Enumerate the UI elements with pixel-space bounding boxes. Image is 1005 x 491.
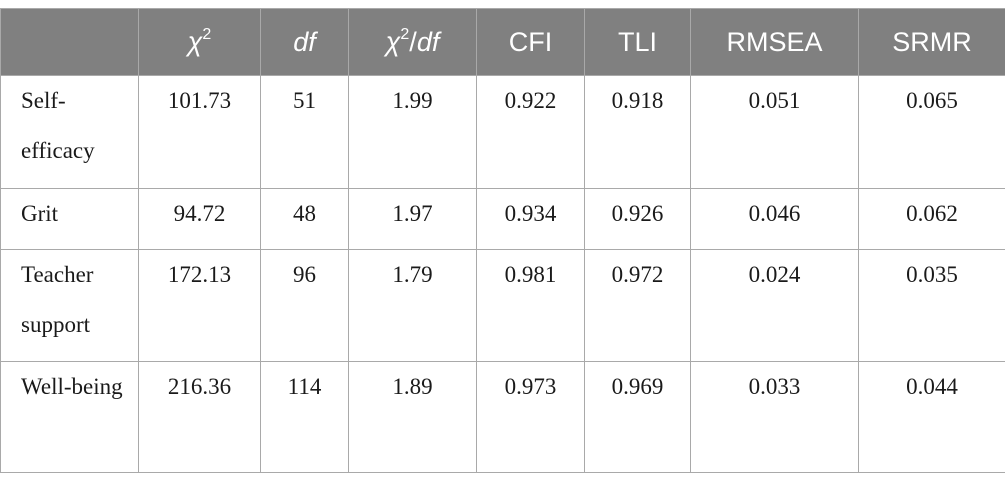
table-row: Self-efficacy 101.73 51 1.99 0.922 0.918 0.051… bbox=[0, 75, 1005, 189]
header-row: χ2 df χ2/df CFI TLI RMSEA SRMR bbox=[0, 8, 1005, 76]
table-cell: 0.035 bbox=[858, 249, 1005, 362]
row-label: Self-efficacy bbox=[0, 75, 139, 189]
table-cell: 0.044 bbox=[858, 361, 1005, 473]
table-cell: 0.046 bbox=[690, 188, 859, 250]
table-cell: 0.926 bbox=[584, 188, 691, 250]
table-cell: 1.97 bbox=[348, 188, 477, 250]
header-text: χ bbox=[187, 26, 203, 57]
header-text: TLI bbox=[617, 26, 657, 57]
header-cell: RMSEA bbox=[690, 8, 859, 76]
header-text: χ bbox=[385, 26, 401, 57]
table-cell: 172.13 bbox=[138, 249, 261, 362]
fit-table: χ2 df χ2/df CFI TLI RMSEA SRMR Self-effi… bbox=[0, 8, 1005, 473]
row-label: Well-being bbox=[0, 361, 139, 473]
table-cell: 0.033 bbox=[690, 361, 859, 473]
header-text: df bbox=[293, 26, 316, 57]
table-cell: 101.73 bbox=[138, 75, 261, 189]
table-cell: 1.99 bbox=[348, 75, 477, 189]
table-cell: 94.72 bbox=[138, 188, 261, 250]
row-label: Grit bbox=[0, 188, 139, 250]
table-cell: 0.969 bbox=[584, 361, 691, 473]
header-cell bbox=[0, 8, 139, 76]
header-cell: χ2 bbox=[138, 8, 261, 76]
header-cell: χ2/df bbox=[348, 8, 477, 76]
header-text: df bbox=[416, 26, 440, 57]
header-cell: CFI bbox=[476, 8, 585, 76]
table-cell: 0.051 bbox=[690, 75, 859, 189]
table-cell: 0.922 bbox=[476, 75, 585, 189]
header-superscript: 2 bbox=[202, 25, 212, 43]
table-cell: 0.065 bbox=[858, 75, 1005, 189]
table-cell: 0.934 bbox=[476, 188, 585, 250]
header-superscript: 2 bbox=[400, 25, 410, 43]
header-cell: TLI bbox=[584, 8, 691, 76]
table-cell: 114 bbox=[260, 361, 349, 473]
table-row: Grit 94.72 48 1.97 0.934 0.926 0.046 0.062 bbox=[0, 188, 1005, 250]
table-cell: 0.981 bbox=[476, 249, 585, 362]
table-cell: 0.918 bbox=[584, 75, 691, 189]
table-cell: 0.062 bbox=[858, 188, 1005, 250]
header-text: / bbox=[409, 26, 417, 57]
table-cell: 96 bbox=[260, 249, 349, 362]
table-body: Self-efficacy 101.73 51 1.99 0.922 0.918 0.051… bbox=[0, 75, 1005, 473]
table-header: χ2 df χ2/df CFI TLI RMSEA SRMR bbox=[0, 8, 1005, 76]
table-cell: 48 bbox=[260, 188, 349, 250]
table-row: Teacher support 172.13 96 1.79 0.981 0.972 0.0… bbox=[0, 249, 1005, 362]
header-cell: SRMR bbox=[858, 8, 1005, 76]
table-cell: 1.79 bbox=[348, 249, 477, 362]
header-cell: df bbox=[260, 8, 349, 76]
table-cell: 0.972 bbox=[584, 249, 691, 362]
table-cell: 216.36 bbox=[138, 361, 261, 473]
header-text: SRMR bbox=[892, 26, 972, 57]
table-cell: 0.024 bbox=[690, 249, 859, 362]
table-cell: 1.89 bbox=[348, 361, 477, 473]
table-cell: 0.973 bbox=[476, 361, 585, 473]
table-cell: 51 bbox=[260, 75, 349, 189]
table-row: Well-being 216.36 114 1.89 0.973 0.969 0.033 0.… bbox=[0, 361, 1005, 473]
header-text: CFI bbox=[508, 26, 553, 57]
row-label: Teacher support bbox=[0, 249, 139, 362]
header-text: RMSEA bbox=[726, 26, 823, 57]
